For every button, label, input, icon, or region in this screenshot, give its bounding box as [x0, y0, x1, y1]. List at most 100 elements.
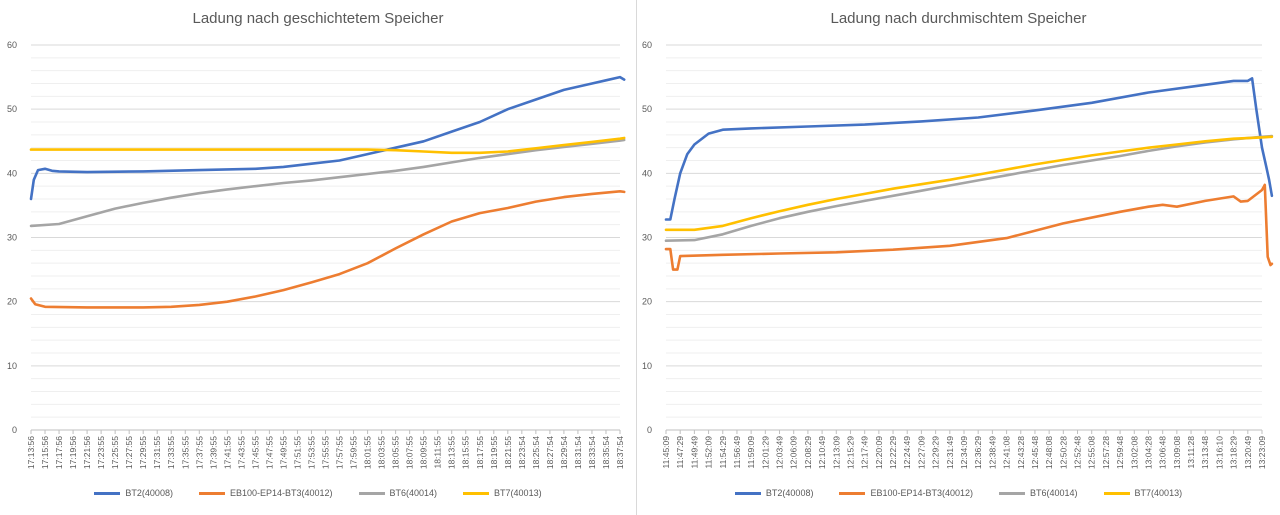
x-tick-label: 12:24:49 [902, 436, 912, 469]
x-tick-label: 18:17:55 [475, 436, 485, 469]
legend-item: BT7(40013) [463, 488, 542, 498]
series-line [664, 183, 1274, 271]
x-tick-label: 17:23:55 [96, 436, 106, 469]
series-line [664, 77, 1274, 221]
x-tick-label: 13:16:10 [1214, 436, 1224, 469]
legend-label: BT2(40008) [765, 488, 814, 498]
x-tick-label: 17:49:55 [278, 436, 288, 469]
x-tick-label: 11:45:09 [661, 436, 671, 469]
y-tick-label: 60 [642, 40, 652, 50]
legend-label: EB100-EP14-BT3(40012) [870, 488, 974, 498]
x-tick-label: 12:57:28 [1101, 436, 1111, 469]
legend-label: BT2(40008) [125, 488, 173, 498]
x-tick-label: 12:29:29 [931, 436, 941, 469]
x-tick-label: 17:55:55 [321, 436, 331, 469]
x-tick-label: 17:17:56 [54, 436, 64, 469]
series-line [29, 138, 626, 228]
y-tick-label: 10 [7, 361, 17, 371]
x-tick-label: 12:31:49 [945, 436, 955, 469]
x-tick-label: 13:11:28 [1186, 436, 1196, 469]
x-tick-label: 12:10:49 [817, 436, 827, 469]
legend-label: BT7(40013) [1134, 488, 1183, 498]
legend-swatch [94, 491, 121, 495]
x-tick-label: 13:04:28 [1143, 436, 1153, 469]
legend-swatch [839, 491, 866, 495]
y-tick-label: 10 [642, 361, 652, 371]
x-tick-label: 17:39:55 [208, 436, 218, 469]
legend-swatch [463, 491, 490, 495]
series-line [29, 75, 626, 201]
series-line [664, 135, 1274, 232]
x-tick-label: 12:15:29 [845, 436, 855, 469]
x-tick-label: 18:03:55 [377, 436, 387, 469]
x-tick-label: 17:45:55 [250, 436, 260, 469]
x-tick-label: 17:19:56 [68, 436, 78, 469]
x-tick-label: 18:19:55 [489, 436, 499, 469]
y-tick-label: 0 [647, 425, 652, 435]
y-tick-label: 60 [7, 40, 17, 50]
y-tick-label: 20 [642, 297, 652, 307]
x-tick-label: 18:13:55 [447, 436, 457, 469]
x-tick-label: 18:09:55 [419, 436, 429, 469]
x-tick-label: 17:13:56 [26, 436, 36, 469]
x-tick-label: 12:43:28 [1016, 436, 1026, 469]
legend-swatch [999, 491, 1026, 495]
x-tick-label: 12:59:48 [1115, 436, 1125, 469]
legend-item: BT7(40013) [1103, 488, 1183, 498]
x-tick-label: 17:43:55 [236, 436, 246, 469]
series-line [29, 136, 626, 155]
plot-area: 0 10 20 30 40 50 60 11:45:09 11:47:29 11:49:49 11:… [642, 40, 1274, 469]
legend-item: EB100-EP14-BT3(40012) [198, 488, 333, 498]
legend-item: EB100-EP14-BT3(40012) [839, 488, 973, 498]
x-tick-label: 18:05:55 [391, 436, 401, 469]
x-tick-label: 18:15:55 [461, 436, 471, 469]
x-tick-label: 18:21:55 [503, 436, 513, 469]
y-tick-label: 50 [7, 104, 17, 114]
legend-swatch [198, 491, 225, 495]
y-tick-label: 0 [12, 425, 17, 435]
legend-label: EB100-EP14-BT3(40012) [229, 488, 333, 498]
x-tick-label: 12:55:08 [1087, 436, 1097, 469]
x-tick-label: 13:02:08 [1129, 436, 1139, 469]
x-tick-label: 12:22:29 [888, 436, 898, 469]
legend-label: BT6(40014) [1030, 488, 1078, 498]
x-tick-label: 11:52:09 [704, 436, 714, 469]
x-tick-label: 11:47:29 [675, 436, 685, 469]
x-tick-label: 12:41:08 [1002, 436, 1012, 469]
series-line [664, 134, 1274, 242]
x-tick-label: 17:15:56 [40, 436, 50, 469]
legend-item: BT2(40008) [734, 488, 814, 498]
x-tick-label: 17:27:55 [124, 436, 134, 469]
chart-title: Ladung nach durchmischtem Speicher [830, 10, 1087, 27]
x-tick-label: 13:20:49 [1243, 436, 1253, 469]
legend-swatch [734, 491, 761, 495]
y-tick-label: 50 [642, 104, 652, 114]
x-tick-label: 13:18:29 [1229, 436, 1239, 469]
x-tick-label: 11:49:49 [689, 436, 699, 469]
x-tick-label: 18:11:55 [433, 436, 443, 469]
series-line [29, 190, 626, 309]
x-tick-label: 18:25:54 [531, 436, 541, 469]
x-tick-label: 17:53:55 [306, 436, 316, 469]
legend-label: BT7(40013) [494, 488, 542, 498]
x-tick-label: 12:06:09 [789, 436, 799, 469]
x-tick-label: 17:21:56 [82, 436, 92, 469]
legend: BT2(40008) EB100-EP14-BT3(40012) BT6(40014… [0, 488, 636, 498]
x-tick-label: 17:29:55 [138, 436, 148, 469]
x-tick-label: 12:48:08 [1044, 436, 1054, 469]
x-tick-label: 12:45:48 [1030, 436, 1040, 469]
y-tick-label: 30 [7, 233, 17, 243]
x-tick-label: 17:37:55 [194, 436, 204, 469]
x-tick-label: 17:51:55 [292, 436, 302, 469]
x-tick-label: 17:59:55 [349, 436, 359, 469]
legend-item: BT2(40008) [94, 488, 173, 498]
x-tick-label: 17:33:55 [166, 436, 176, 469]
legend-swatch [1103, 491, 1130, 495]
x-tick-label: 17:57:55 [335, 436, 345, 469]
legend-item: BT6(40014) [358, 488, 437, 498]
x-tick-label: 12:34:09 [959, 436, 969, 469]
x-tick-label: 17:31:55 [152, 436, 162, 469]
chart-left: Ladung nach geschichtetem Speicher 0 10 20… [0, 0, 637, 515]
x-tick-label: 12:50:28 [1058, 436, 1068, 469]
x-tick-label: 18:23:54 [517, 436, 527, 469]
